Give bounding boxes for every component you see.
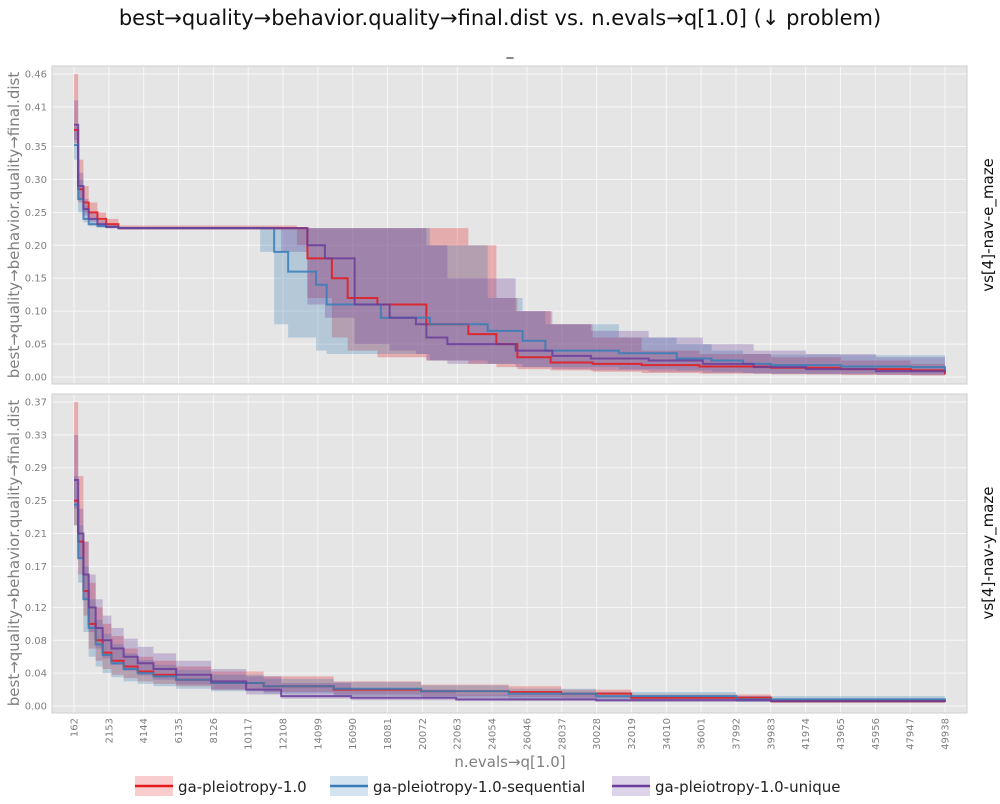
y-tick-label: 0.46 xyxy=(25,70,47,81)
confidence-band-0 xyxy=(74,402,945,704)
x-tick-label: 8126 xyxy=(209,718,220,743)
y-tick-label: 0.04 xyxy=(25,669,47,680)
x-tick-label: 30028 xyxy=(592,718,603,750)
x-tick-label: 10117 xyxy=(244,718,255,750)
legend: ga-pleiotropy-1.0 ga-pleiotropy-1.0-seque… xyxy=(135,776,841,796)
y-tick-label: 0.05 xyxy=(25,340,47,351)
x-tick-label: 49938 xyxy=(941,718,952,750)
legend-item-2: ga-pleiotropy-1.0-unique xyxy=(612,776,841,796)
y-tick-label: 0.21 xyxy=(25,529,47,540)
x-tick-label: 39983 xyxy=(766,718,777,750)
x-tick-label: 16090 xyxy=(348,718,359,750)
x-tick-label: 43965 xyxy=(836,718,847,750)
y-tick-label: 0.25 xyxy=(25,496,47,507)
x-tick-label: 47947 xyxy=(906,718,917,750)
y-tick-label: 0.00 xyxy=(25,702,47,713)
facet-label-y-maze: vs[4]-nav-y_maze xyxy=(979,487,998,620)
confidence-band-1 xyxy=(74,475,945,703)
x-tick-label: 4144 xyxy=(139,718,150,743)
y-tick-label: 0.37 xyxy=(25,398,47,409)
legend-label: ga-pleiotropy-1.0 xyxy=(178,778,307,796)
legend-item-0: ga-pleiotropy-1.0 xyxy=(135,776,307,796)
legend-label: ga-pleiotropy-1.0-sequential xyxy=(373,778,585,796)
x-tick-label: 32019 xyxy=(627,718,638,750)
panel-border xyxy=(51,393,968,714)
facet-label-e-maze: vs[4]-nav-e_maze xyxy=(979,158,998,292)
y-tick-label: 0.17 xyxy=(25,562,47,573)
y-tick-label: 0.00 xyxy=(25,373,47,384)
x-tick-label: 20072 xyxy=(418,718,429,750)
facet-panel-1: 0.00 0.04 0.08 0.12 0.17 0.21 0.25 0.29 0.33 0.37 xyxy=(25,393,968,714)
x-tick-label: 162 xyxy=(70,718,81,737)
y-tick-label: 0.20 xyxy=(25,241,47,252)
x-tick-label: 6135 xyxy=(174,718,185,743)
panel-border xyxy=(51,65,968,385)
y-tick-label: 0.41 xyxy=(25,102,47,113)
x-tick-label: 28037 xyxy=(557,718,568,750)
x-tick-label: 45956 xyxy=(871,718,882,750)
x-axis-label: n.evals→q[1.0] xyxy=(454,753,565,771)
panel-background xyxy=(52,394,967,713)
x-tick-label: 26046 xyxy=(522,718,533,750)
confidence-band-0 xyxy=(74,74,945,376)
y-tick-label: 0.35 xyxy=(25,142,47,153)
x-tick-label: 22063 xyxy=(453,718,464,750)
series-layer xyxy=(74,402,946,704)
x-tick-label: 2153 xyxy=(104,718,115,743)
plot-panels: 0.00 0.05 0.10 0.15 0.20 0.25 0.30 0.35 0.41 0.46… xyxy=(25,65,968,714)
x-tick-label: 24054 xyxy=(488,718,499,750)
y-tick-label: 0.12 xyxy=(25,603,47,614)
y-axis-label-bottom: best→quality→behavior.quality→final.dist xyxy=(5,400,23,707)
y-tick-label: 0.15 xyxy=(25,274,47,285)
x-axis: 162 2153 4144 6135 8126 10117 12108 14099 16090 1… xyxy=(70,718,952,750)
x-tick-label: 36001 xyxy=(697,718,708,750)
y-tick-label: 0.33 xyxy=(25,430,47,441)
series-line-1 xyxy=(74,503,946,702)
chart-subtitle: _ xyxy=(506,43,515,59)
y-tick-label: 0.25 xyxy=(25,208,47,219)
series-line-2 xyxy=(74,123,946,373)
x-tick-label: 41974 xyxy=(801,718,812,750)
facet-panel-0: 0.00 0.05 0.10 0.15 0.20 0.25 0.30 0.35 0.41 0.46 xyxy=(25,65,968,385)
y-axis-label-top: best→quality→behavior.quality→final.dist xyxy=(5,72,23,379)
y-tick-label: 0.10 xyxy=(25,307,47,318)
confidence-band-2 xyxy=(74,100,945,376)
series-layer xyxy=(74,74,946,376)
x-tick-label: 14099 xyxy=(313,718,324,750)
confidence-band-1 xyxy=(74,126,945,375)
x-tick-label: 18081 xyxy=(383,718,394,750)
y-tick-label: 0.30 xyxy=(25,175,47,186)
legend-label: ga-pleiotropy-1.0-unique xyxy=(655,778,841,796)
chart-title: best→quality→behavior.quality→final.dist… xyxy=(119,6,881,30)
x-tick-label: 34010 xyxy=(662,718,673,750)
series-line-0 xyxy=(74,128,946,375)
y-tick-label: 0.29 xyxy=(25,463,47,474)
x-tick-label: 37992 xyxy=(731,718,742,750)
y-tick-label: 0.08 xyxy=(25,636,47,647)
series-line-2 xyxy=(74,479,946,703)
legend-item-1: ga-pleiotropy-1.0-sequential xyxy=(330,776,585,796)
x-tick-label: 12108 xyxy=(279,718,290,750)
